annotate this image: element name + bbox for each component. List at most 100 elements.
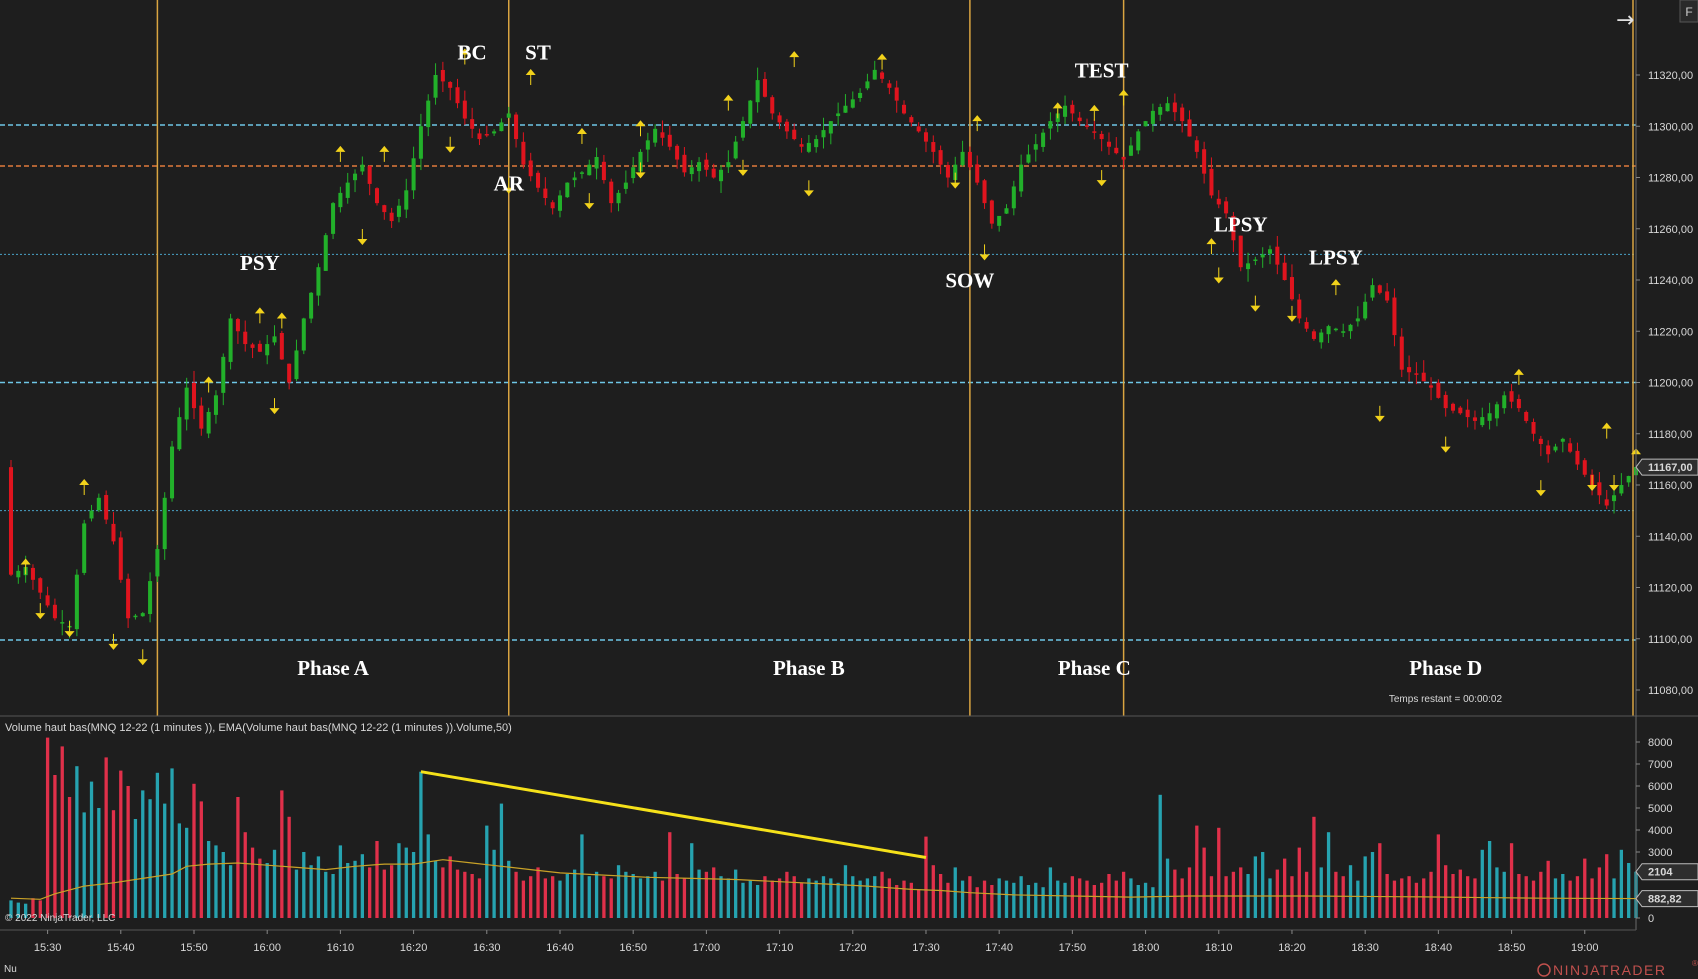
candle-body[interactable] xyxy=(682,154,687,173)
volume-bar[interactable] xyxy=(1253,856,1258,918)
swing-low-marker[interactable] xyxy=(1096,180,1107,187)
candle-body[interactable] xyxy=(418,126,423,159)
candle-body[interactable] xyxy=(1048,121,1053,129)
volume-bar[interactable] xyxy=(485,825,489,918)
candle-body[interactable] xyxy=(1392,297,1397,336)
candle-body[interactable] xyxy=(1472,417,1477,421)
candle-body[interactable] xyxy=(799,144,804,147)
candle-body[interactable] xyxy=(257,343,262,352)
candle-body[interactable] xyxy=(653,128,658,143)
candle-body[interactable] xyxy=(1150,110,1155,124)
candle-body[interactable] xyxy=(784,121,789,132)
volume-bar[interactable] xyxy=(631,874,635,918)
volume-bar[interactable] xyxy=(792,876,796,918)
volume-bar[interactable] xyxy=(360,854,364,918)
volume-bar[interactable] xyxy=(1392,880,1397,918)
candle-body[interactable] xyxy=(367,166,372,184)
volume-bar[interactable] xyxy=(668,832,672,918)
candle-body[interactable] xyxy=(938,150,943,165)
candle-body[interactable] xyxy=(828,121,833,134)
volume-bar[interactable] xyxy=(609,878,613,918)
swing-low-marker[interactable] xyxy=(1587,485,1598,491)
candle-body[interactable] xyxy=(1246,263,1251,270)
volume-bar[interactable] xyxy=(807,878,811,918)
swing-low-marker[interactable] xyxy=(64,631,75,638)
candle-body[interactable] xyxy=(353,173,358,181)
volume-bar[interactable] xyxy=(433,860,438,918)
candle-body[interactable] xyxy=(975,164,980,183)
swing-low-marker[interactable] xyxy=(635,172,646,179)
volume-bar[interactable] xyxy=(148,799,152,918)
volume-bar[interactable] xyxy=(1048,867,1053,918)
volume-bar[interactable] xyxy=(1085,880,1089,918)
swing-high-marker[interactable] xyxy=(1601,422,1612,429)
volume-bar[interactable] xyxy=(441,867,445,918)
candle-body[interactable] xyxy=(858,92,863,99)
candle-body[interactable] xyxy=(323,235,328,271)
volume-bar[interactable] xyxy=(82,812,86,918)
swing-high-marker[interactable] xyxy=(635,120,646,127)
volume-bar[interactable] xyxy=(499,803,504,918)
volume-bar[interactable] xyxy=(89,781,94,918)
volume-bar[interactable] xyxy=(1546,860,1550,918)
candle-body[interactable] xyxy=(213,395,218,415)
candle-body[interactable] xyxy=(111,523,116,542)
volume-bar[interactable] xyxy=(1531,880,1536,918)
candle-body[interactable] xyxy=(821,130,826,138)
candle-body[interactable] xyxy=(836,113,841,117)
volume-bar[interactable] xyxy=(1078,878,1082,918)
candle-body[interactable] xyxy=(777,115,782,123)
volume-bar[interactable] xyxy=(982,880,987,918)
candle-body[interactable] xyxy=(1275,246,1280,265)
candle-body[interactable] xyxy=(1465,409,1470,418)
candle-body[interactable] xyxy=(52,604,57,619)
candle-body[interactable] xyxy=(294,350,299,380)
volume-bar[interactable] xyxy=(858,880,862,918)
candle-body[interactable] xyxy=(104,495,109,520)
candle-body[interactable] xyxy=(243,331,248,345)
volume-bar[interactable] xyxy=(1539,871,1543,918)
candle-body[interactable] xyxy=(945,165,950,178)
candle-body[interactable] xyxy=(1487,413,1492,421)
candle-body[interactable] xyxy=(250,344,255,348)
swing-low-marker[interactable] xyxy=(503,187,514,194)
volume-bar[interactable] xyxy=(851,876,855,918)
volume-bar[interactable] xyxy=(873,876,877,918)
volume-bar[interactable] xyxy=(309,865,313,918)
candle-body[interactable] xyxy=(426,100,431,128)
candle-body[interactable] xyxy=(1041,132,1046,147)
candle-body[interactable] xyxy=(433,75,438,98)
candle-body[interactable] xyxy=(1516,399,1521,409)
volume-bar[interactable] xyxy=(1261,852,1265,918)
swing-high-marker[interactable] xyxy=(379,145,390,152)
volume-bar[interactable] xyxy=(53,775,57,918)
volume-bar[interactable] xyxy=(1370,852,1375,918)
candle-body[interactable] xyxy=(1224,201,1229,214)
candle-body[interactable] xyxy=(316,267,321,296)
candle-body[interactable] xyxy=(675,145,680,160)
volume-bar[interactable] xyxy=(411,852,416,918)
candle-body[interactable] xyxy=(199,405,204,429)
volume-bar[interactable] xyxy=(704,871,709,918)
volume-bar[interactable] xyxy=(1231,871,1236,918)
candle-body[interactable] xyxy=(1209,168,1214,196)
candle-body[interactable] xyxy=(1494,404,1499,419)
volume-bar[interactable] xyxy=(1268,878,1272,918)
candle-body[interactable] xyxy=(287,363,292,383)
volume-bar[interactable] xyxy=(543,878,547,918)
volume-bar[interactable] xyxy=(206,841,211,918)
candle-body[interactable] xyxy=(1619,485,1624,494)
volume-bar[interactable] xyxy=(529,876,533,918)
candle-body[interactable] xyxy=(1011,186,1016,209)
swing-high-marker[interactable] xyxy=(203,376,214,383)
candle-body[interactable] xyxy=(740,121,745,138)
candle-body[interactable] xyxy=(1509,391,1514,402)
volume-bar[interactable] xyxy=(1100,882,1104,918)
candle-body[interactable] xyxy=(1238,235,1243,268)
candle-body[interactable] xyxy=(579,172,584,174)
volume-bar[interactable] xyxy=(1575,876,1580,918)
volume-bar[interactable] xyxy=(214,845,218,918)
candle-body[interactable] xyxy=(997,215,1002,226)
volume-bar[interactable] xyxy=(968,876,972,918)
volume-bar[interactable] xyxy=(1451,874,1455,918)
